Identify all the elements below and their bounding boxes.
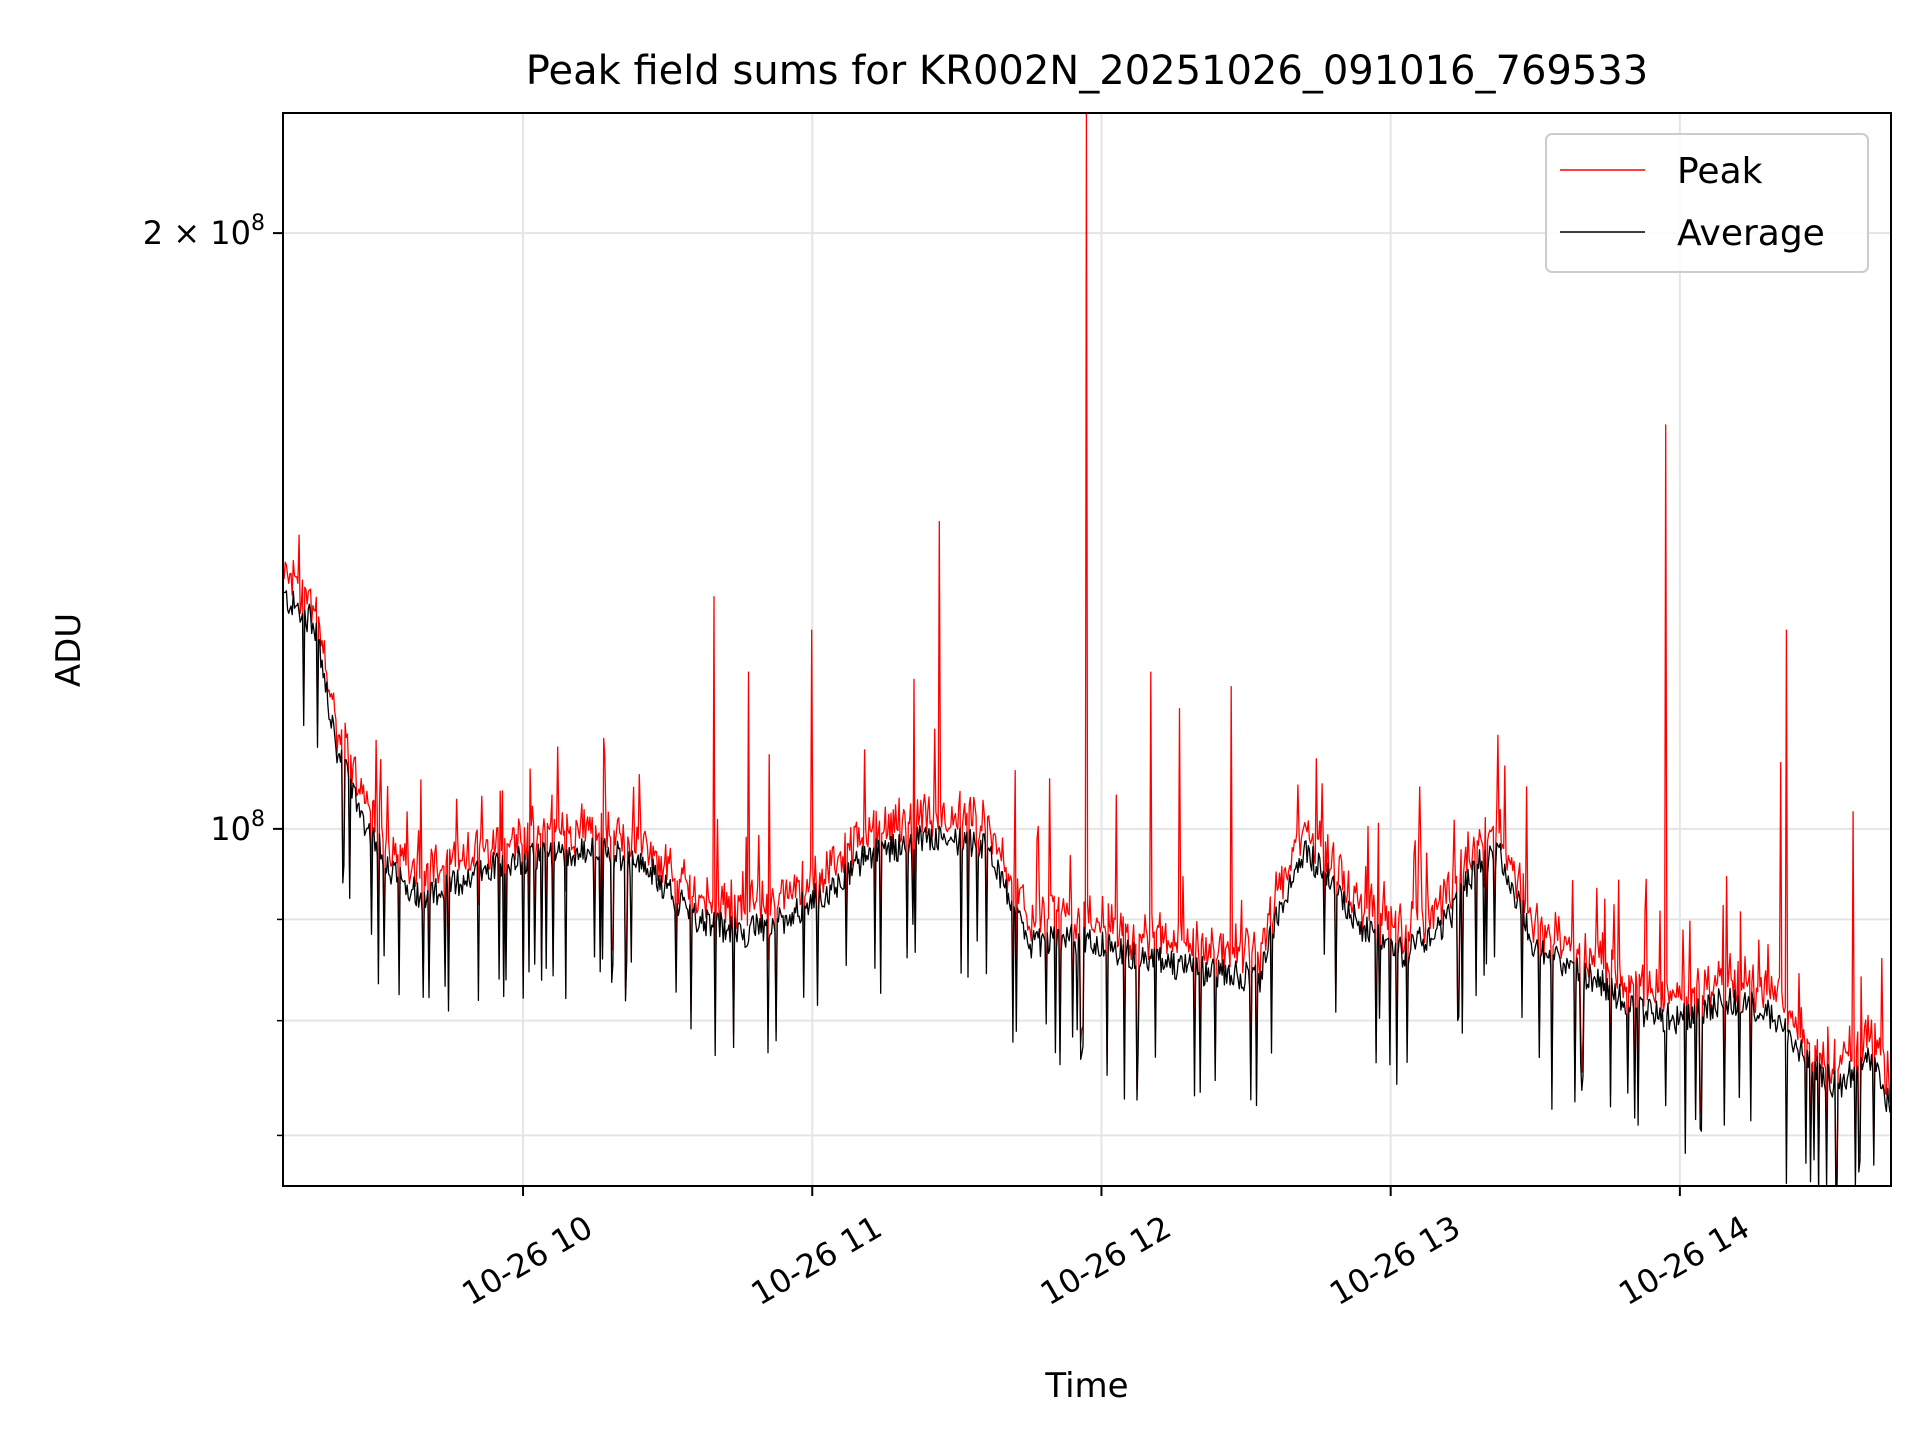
x-tick-label: 10-26 11 — [745, 1208, 889, 1313]
x-tick-label: 10-26 14 — [1612, 1208, 1756, 1313]
legend-average-label: Average — [1677, 213, 1825, 254]
average-series-line — [282, 590, 1892, 1187]
y-tick-label: 2 × 108 — [143, 211, 265, 252]
plot-series — [282, 112, 1892, 1187]
legend: Peak Average — [1545, 133, 1869, 273]
x-tick-label: 10-26 12 — [1034, 1208, 1178, 1313]
y-axis-ticks: 108 2 × 108 — [143, 211, 283, 1137]
x-tick-label: 10-26 10 — [455, 1208, 599, 1313]
legend-box — [1545, 133, 1869, 273]
x-axis-label: Time — [1044, 1366, 1128, 1406]
legend-peak-label: Peak — [1677, 151, 1763, 192]
chart-title: Peak field sums for KR002N_20251026_0910… — [526, 48, 1648, 94]
y-tick-label: 108 — [210, 807, 265, 848]
x-tick-label: 10-26 13 — [1323, 1208, 1467, 1313]
y-axis-label: ADU — [49, 613, 89, 687]
peak-series-line — [282, 112, 1892, 1187]
plot-frame — [282, 112, 1892, 1187]
x-axis-ticks: 10-26 10 10-26 11 10-26 12 10-26 13 10-26 14 — [455, 1186, 1756, 1313]
